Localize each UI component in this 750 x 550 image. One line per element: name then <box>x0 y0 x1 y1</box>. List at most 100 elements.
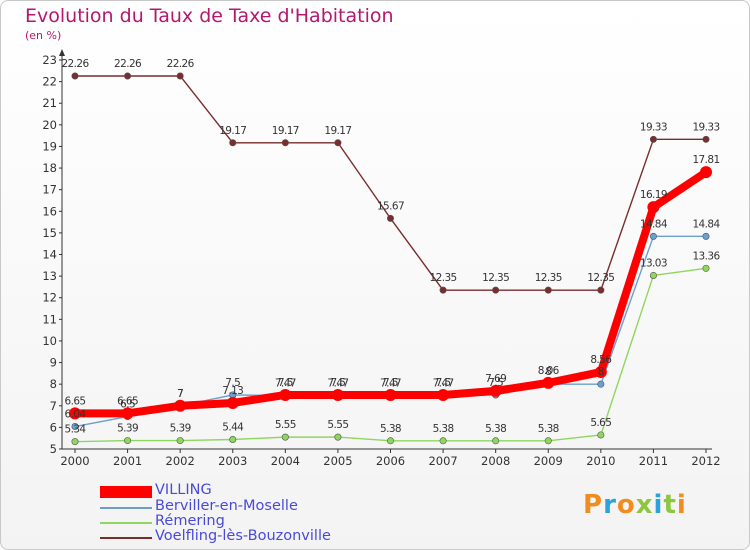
data-point <box>597 286 605 294</box>
data-label: 7.47 <box>433 378 454 390</box>
data-point <box>544 286 552 294</box>
x-tick-label: 2012 <box>691 454 720 468</box>
data-point <box>597 431 605 439</box>
data-label: 6.65 <box>65 395 86 407</box>
data-label: 5.38 <box>485 423 506 435</box>
logo-letter: t <box>663 490 677 520</box>
data-point <box>226 396 239 409</box>
y-tick-label: 19 <box>42 139 57 153</box>
x-tick-label: 2000 <box>60 454 89 468</box>
data-label: 7.5 <box>436 377 451 389</box>
data-label: 5.55 <box>327 419 348 431</box>
data-label: 5.38 <box>433 423 454 435</box>
data-label: 16.19 <box>640 189 667 201</box>
data-point <box>386 437 394 445</box>
y-tick-label: 18 <box>42 161 57 175</box>
data-label: 19.33 <box>640 121 667 133</box>
data-label: 8.06 <box>538 365 560 377</box>
data-point <box>174 399 187 412</box>
data-label: 6.65 <box>117 395 138 407</box>
data-label: 7.47 <box>380 378 401 390</box>
data-label: 19.17 <box>272 125 299 137</box>
data-point <box>71 423 79 431</box>
data-label: 22.26 <box>114 58 142 70</box>
data-label: 5.44 <box>222 421 244 433</box>
data-point <box>594 366 607 379</box>
x-tick-label: 2011 <box>639 454 668 468</box>
data-label: 7.5 <box>330 377 345 389</box>
data-label: 22.26 <box>167 58 195 70</box>
data-label: 12.35 <box>587 272 614 284</box>
logo-letter: o <box>616 490 636 520</box>
legend-label: Berviller-en-Moselle <box>155 498 298 514</box>
data-label: 7.5 <box>225 377 240 389</box>
data-point <box>702 232 710 240</box>
data-point <box>544 437 552 445</box>
data-point <box>700 166 712 179</box>
data-label: 12.35 <box>482 272 509 284</box>
y-tick-label: 10 <box>42 334 57 348</box>
data-point <box>69 407 81 420</box>
data-label: 7.69 <box>485 373 506 385</box>
y-tick-label: 5 <box>50 442 57 456</box>
data-label: 13.03 <box>640 257 667 269</box>
data-label: 12.35 <box>535 272 562 284</box>
y-tick-label: 22 <box>42 75 57 89</box>
data-label: 15.67 <box>377 200 404 212</box>
data-point <box>439 437 447 445</box>
x-tick-label: 2006 <box>376 454 405 468</box>
data-point <box>492 286 500 294</box>
data-label: 19.33 <box>692 121 719 133</box>
x-tick-label: 2004 <box>271 454 300 468</box>
data-label: 19.17 <box>324 125 351 137</box>
y-tick-label: 23 <box>42 53 57 67</box>
data-label: 7.5 <box>278 377 293 389</box>
data-point <box>281 139 289 147</box>
data-point <box>176 72 184 80</box>
data-point <box>649 232 657 240</box>
y-tick-label: 13 <box>42 269 57 283</box>
x-tick-label: 2009 <box>534 454 563 468</box>
legend-swatch <box>100 486 152 498</box>
logo-letter: P <box>583 490 604 520</box>
data-label: 6.04 <box>65 409 87 421</box>
data-point <box>279 388 292 401</box>
data-label: 6.5 <box>120 399 135 411</box>
data-point <box>281 433 289 441</box>
data-label: 5.39 <box>170 423 191 435</box>
data-point <box>124 72 132 80</box>
chart-title: Evolution du Taux de Taxe d'Habitation <box>25 5 394 27</box>
y-tick-label: 12 <box>42 291 57 305</box>
data-point <box>124 437 132 445</box>
y-tick-label: 17 <box>42 183 57 197</box>
legend-swatch <box>100 522 152 524</box>
x-tick-label: 2008 <box>481 454 510 468</box>
data-label: 8.56 <box>590 354 612 366</box>
chart-subtitle: (en %) <box>25 29 62 42</box>
data-point <box>229 139 237 147</box>
x-tick-label: 2001 <box>113 454 142 468</box>
data-label: 7 <box>177 388 183 400</box>
data-label: 5.38 <box>538 423 559 435</box>
data-label: 8 <box>598 366 604 378</box>
x-tick-label: 2002 <box>166 454 195 468</box>
y-tick-label: 6 <box>50 420 57 434</box>
legend-label: VILLING <box>155 482 212 498</box>
y-tick-label: 16 <box>42 204 57 218</box>
logo-letter: r <box>603 490 617 520</box>
data-label: 7.47 <box>275 378 296 390</box>
data-label: 19.17 <box>219 125 246 137</box>
data-label: 14.84 <box>640 218 668 230</box>
data-label: 7 <box>177 388 183 400</box>
data-point <box>437 388 450 401</box>
legend-label: Voelfling-lès-Bouzonville <box>155 528 331 544</box>
data-label: 7.5 <box>488 377 503 389</box>
x-tick-label: 2007 <box>428 454 457 468</box>
data-point <box>492 437 500 445</box>
y-tick-label: 9 <box>50 356 57 370</box>
data-label: 12.35 <box>430 272 457 284</box>
y-tick-label: 14 <box>42 248 57 262</box>
data-label: 5.65 <box>590 417 611 429</box>
